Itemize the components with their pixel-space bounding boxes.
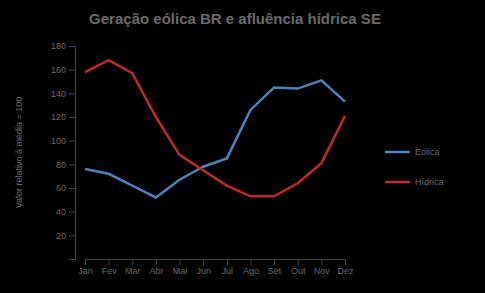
x-tick: Ago: [243, 259, 259, 276]
title: Geração eólica BR e afluência hídrica SE: [89, 10, 381, 27]
x-tick: Jul: [222, 259, 234, 276]
plot-area: [85, 60, 345, 197]
y-tick-mark: [69, 188, 75, 189]
x-tick-mark: [227, 259, 228, 265]
chart: Geração eólica BR e afluência hídrica SE…: [0, 0, 485, 293]
y-tick: 180: [51, 41, 75, 51]
x-tick-mark: [250, 259, 251, 265]
x-tick-mark: [85, 259, 86, 265]
x-tick: Set: [268, 259, 282, 276]
y-tick: 80: [56, 160, 75, 170]
x-tick-label: Ago: [243, 266, 259, 276]
y-tick-mark: [69, 117, 75, 118]
legend-swatch: [385, 181, 410, 184]
y-tick: 160: [51, 65, 75, 75]
x-tick-mark: [274, 259, 275, 265]
y-tick-label: 20: [56, 231, 66, 241]
x-tick: Mar: [125, 259, 141, 276]
y-tick-label: 80: [56, 160, 66, 170]
y-tick-label: 180: [51, 41, 66, 51]
y-tick-mark: [69, 70, 75, 71]
legend-label: Eólica: [415, 147, 440, 157]
x-tick: Jan: [78, 259, 93, 276]
x-tick-label: Abr: [149, 266, 163, 276]
y-tick: 140: [51, 89, 75, 99]
x-tick-mark: [298, 259, 299, 265]
x-tick-label: Jul: [222, 266, 234, 276]
x-tick-label: Jun: [196, 266, 211, 276]
y-axis: 20 40 60 80 100 120 140 160 180: [51, 41, 76, 259]
y-tick-label: 40: [56, 207, 66, 217]
x-tick-label: Out: [291, 266, 306, 276]
x-tick: Fev: [102, 259, 118, 276]
y-tick: 40: [56, 207, 75, 217]
x-tick-label: Set: [268, 266, 282, 276]
y-axis-title: Valor relativo à média = 100: [14, 97, 24, 209]
x-tick-mark: [156, 259, 157, 265]
y-tick-label: 140: [51, 89, 66, 99]
x-tick: Abr: [149, 259, 163, 276]
x-tick-mark: [203, 259, 204, 265]
x-tick-mark: [132, 259, 133, 265]
x-tick: Dez: [337, 259, 354, 276]
x-tick-label: Mar: [125, 266, 141, 276]
x-tick-label: Nov: [314, 266, 331, 276]
x-tick-label: Jan: [78, 266, 93, 276]
x-axis: Jan Fev Mar Abr Mai Jun Jul Ago Set Out Nov Dez: [78, 259, 354, 276]
legend: Eólica Hídrica: [385, 147, 444, 187]
x-tick-label: Mai: [173, 266, 188, 276]
y-tick-mark: [69, 93, 75, 94]
y-tick-mark: [69, 141, 75, 142]
x-axis-line: [86, 260, 346, 266]
x-tick-mark: [321, 259, 322, 265]
legend-label: Hídrica: [415, 177, 444, 187]
x-tick: Out: [291, 259, 306, 276]
y-tick-label: 120: [51, 112, 66, 122]
x-tick-mark: [345, 259, 346, 265]
y-tick: 120: [51, 112, 75, 122]
series-line: [85, 60, 345, 196]
x-tick: Nov: [314, 259, 331, 276]
y-tick-mark: [69, 212, 75, 213]
y-axis-line: [69, 47, 76, 260]
x-tick-label: Dez: [337, 266, 354, 276]
y-tick: 20: [56, 231, 75, 241]
x-tick-mark: [109, 259, 110, 265]
y-tick-mark: [69, 46, 75, 47]
x-tick-label: Fev: [102, 266, 118, 276]
legend-swatch: [385, 151, 410, 154]
y-tick-label: 60: [56, 183, 66, 193]
series-line: [85, 80, 345, 197]
x-tick: Jun: [196, 259, 211, 276]
y-tick-mark: [69, 235, 75, 236]
y-tick: 100: [51, 136, 75, 146]
x-tick-mark: [180, 259, 181, 265]
y-tick-label: 100: [51, 136, 66, 146]
y-tick-mark: [69, 164, 75, 165]
y-tick-label: 160: [51, 65, 66, 75]
y-tick: 60: [56, 183, 75, 193]
x-tick: Mai: [173, 259, 188, 276]
